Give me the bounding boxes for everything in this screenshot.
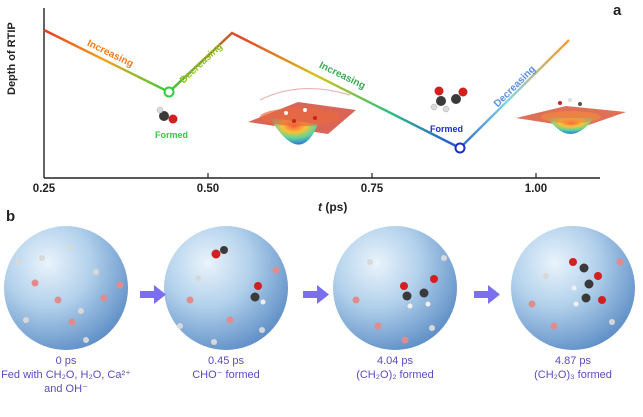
sphere-frame-3 — [333, 226, 457, 350]
arrow-1 — [140, 285, 166, 304]
sphere-frame-4 — [511, 226, 635, 350]
arrow-3 — [474, 285, 500, 304]
frame-2-caption: 0.45 ps CHO⁻ formed — [151, 354, 301, 382]
x-axis-label: t (ps) — [318, 200, 348, 214]
x-tick-2: 0.50 — [196, 183, 220, 195]
event-label-formed-2: Formed — [430, 124, 464, 134]
event-label-formed-1: Formed — [155, 130, 189, 140]
x-tick-4: 1.00 — [524, 183, 548, 195]
cho-molecule-image — [156, 106, 178, 124]
x-tick-1: 0.25 — [32, 183, 56, 195]
frame-1-desc: Fed with CH₂O, H₂O, Ca²⁺ and OH⁻ — [1, 369, 131, 395]
dimer-molecule-image — [430, 86, 468, 113]
panel-b-label: b — [6, 208, 16, 225]
minimum-marker-2 — [454, 142, 466, 154]
minimum-marker-1 — [163, 86, 175, 98]
sphere-frame-2 — [164, 226, 288, 350]
sphere-frame-1 — [4, 226, 128, 350]
potential-well-image-1 — [248, 88, 356, 145]
frame-3-time: 4.04 ps — [376, 355, 414, 367]
potential-well-image-2 — [516, 98, 626, 134]
frame-2-desc: CHO⁻ formed — [192, 369, 260, 381]
arrow-2 — [303, 285, 329, 304]
frame-3-caption: 4.04 ps (CH₂O)₂ formed — [320, 354, 470, 382]
rtip-depth-curve — [43, 28, 570, 150]
panel-a-label: a — [613, 2, 622, 19]
frame-2-time: 0.45 ps — [207, 355, 245, 367]
frame-4-caption: 4.87 ps (CH₂O)₃ formed — [498, 354, 643, 382]
frame-1-caption: 0 ps Fed with CH₂O, H₂O, Ca²⁺ and OH⁻ — [0, 354, 141, 396]
x-tick-3: 0.75 — [360, 183, 384, 195]
frame-3-desc: (CH₂O)₂ formed — [356, 369, 434, 381]
frame-4-time: 4.87 ps — [554, 355, 592, 367]
frame-4-desc: (CH₂O)₃ formed — [534, 369, 612, 381]
frame-1-time: 0 ps — [55, 355, 77, 367]
